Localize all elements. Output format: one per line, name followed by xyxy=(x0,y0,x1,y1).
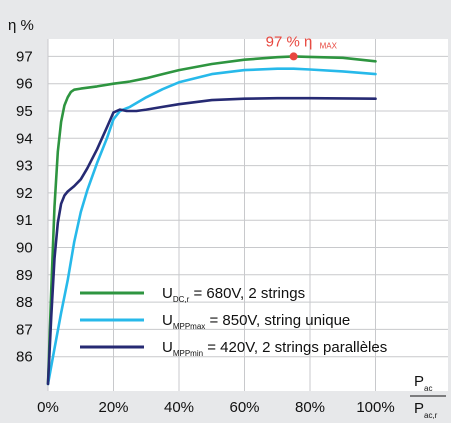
x-tick-labels: 0% 20% 40% 60% 80% 100% xyxy=(37,399,395,416)
grid xyxy=(47,39,448,391)
y-tick-label: 94 xyxy=(16,130,33,147)
y-tick-label: 89 xyxy=(16,267,33,284)
x-tick-label: 80% xyxy=(295,399,325,416)
legend: UDC,r = 680V, 2 strings UMPPmax = 850V, s… xyxy=(80,285,387,358)
y-tick-label: 91 xyxy=(16,212,33,229)
legend-label: UDC,r = 680V, 2 strings xyxy=(162,285,305,304)
x-tick-label: 0% xyxy=(37,399,59,416)
x-label-numerator-sub: ac xyxy=(424,384,432,393)
max-annotation-sub: MAX xyxy=(320,41,338,50)
y-tick-labels: 86 87 88 89 90 91 92 93 94 95 96 97 xyxy=(16,48,33,365)
x-label-denominator: P xyxy=(414,400,424,417)
series-line xyxy=(46,96,377,386)
y-tick-label: 96 xyxy=(16,76,33,93)
x-tick-label: 100% xyxy=(356,399,394,416)
x-tick-label: 20% xyxy=(98,399,128,416)
series-layer xyxy=(46,55,377,386)
series-line xyxy=(46,55,377,386)
max-annotation: 97 % η MAX xyxy=(266,33,338,61)
legend-label: UMPPmin = 420V, 2 strings parallèles xyxy=(162,339,387,358)
series-line xyxy=(46,67,377,386)
y-axis-label: η % xyxy=(8,17,34,34)
y-tick-label: 93 xyxy=(16,158,33,175)
y-tick-label: 90 xyxy=(16,240,33,257)
y-tick-label: 86 xyxy=(16,349,33,366)
x-label-numerator: P xyxy=(414,373,424,390)
x-tick-label: 40% xyxy=(164,399,194,416)
y-tick-label: 87 xyxy=(16,321,33,338)
y-tick-label: 95 xyxy=(16,103,33,120)
y-tick-label: 97 xyxy=(16,48,33,65)
x-label-denominator-sub: ac,r xyxy=(424,411,438,420)
max-point-marker xyxy=(289,52,298,61)
legend-label: UMPPmax = 850V, string unique xyxy=(162,312,350,331)
y-tick-label: 92 xyxy=(16,185,33,202)
max-annotation-label: 97 % η xyxy=(266,33,313,50)
x-axis-label: P ac P ac,r xyxy=(410,373,446,420)
x-tick-label: 60% xyxy=(229,399,259,416)
y-tick-label: 88 xyxy=(16,294,33,311)
